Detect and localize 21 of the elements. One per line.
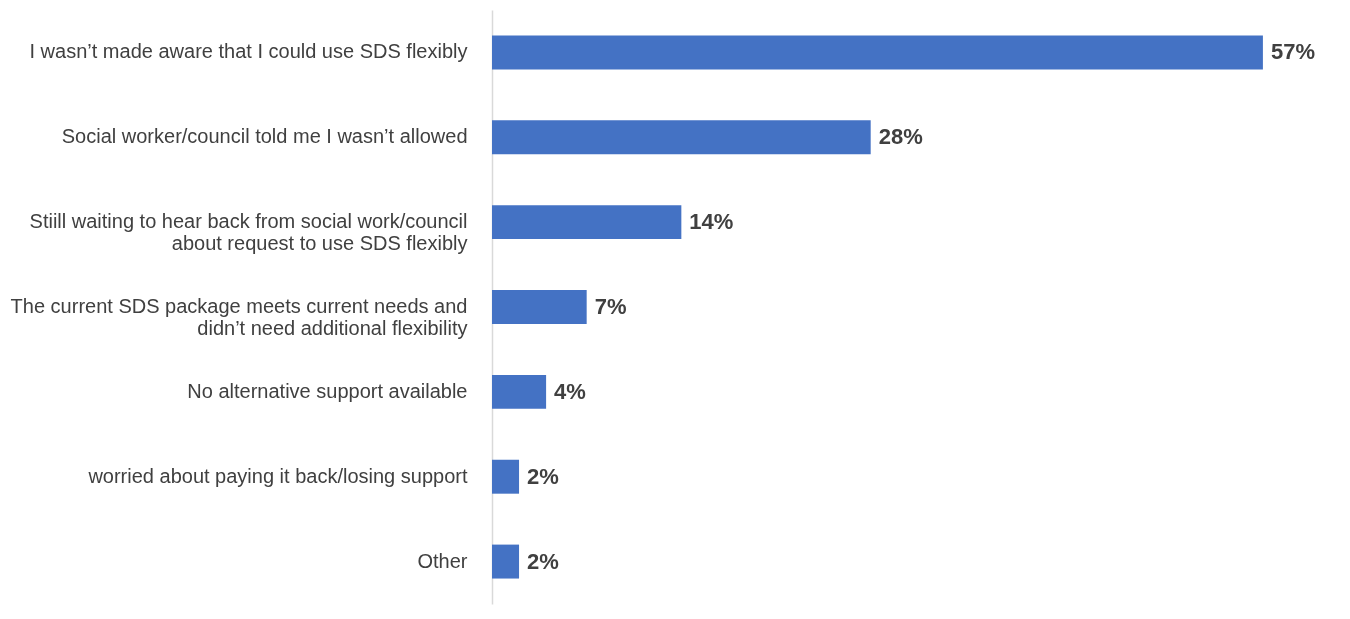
- bar: [492, 374, 547, 409]
- bar: [492, 290, 587, 324]
- bar: [492, 120, 871, 155]
- y-tick-label: Stiill waiting to hear back from social work/council about request to use SDS flexibly: [29, 210, 468, 255]
- data-label: 2%: [527, 463, 559, 489]
- y-tick-label: Other: [417, 549, 468, 572]
- data-label: 57%: [1270, 39, 1315, 65]
- y-tick-label: I wasn’t made aware that I could use SDS flexibly: [29, 40, 468, 63]
- data-label: 7%: [594, 294, 627, 319]
- y-tick-label: The current SDS package meets current needs and didn’t need additional flexibility: [10, 295, 468, 339]
- y-tick-label: worried about paying it back/losing support: [87, 464, 468, 487]
- y-tick-label: No alternative support available: [187, 379, 468, 402]
- bar: [492, 459, 520, 494]
- bar: [492, 544, 520, 579]
- bar: [492, 205, 682, 240]
- data-label: 28%: [878, 124, 923, 150]
- y-tick-label: Social worker/council told me I wasn’t allowed: [61, 125, 468, 148]
- data-label: 4%: [554, 378, 586, 404]
- bar: [492, 35, 1263, 70]
- data-label: 14%: [689, 209, 734, 235]
- data-label: 2%: [527, 548, 559, 574]
